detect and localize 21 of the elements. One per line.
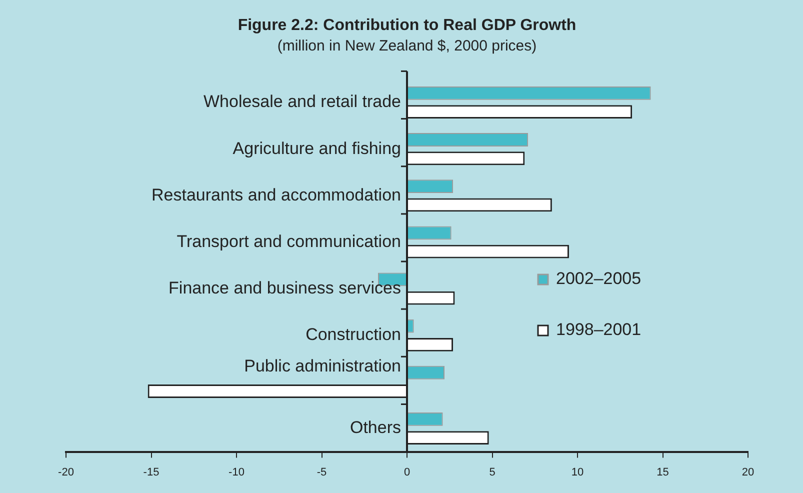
chart-title: Figure 2.2: Contribution to Real GDP Growth <box>238 17 576 34</box>
x-tick-label: -15 <box>143 466 160 478</box>
y-tick-label: Wholesale and retail trade <box>203 92 401 112</box>
x-tick-label: 15 <box>656 466 669 478</box>
legend-label: 2002–2005 <box>556 269 642 288</box>
x-tick-label: -20 <box>58 466 74 478</box>
y-tick-label: Agriculture and fishing <box>232 138 401 158</box>
y-tick-label: Construction <box>306 325 401 344</box>
y-tick-label: Finance and business services <box>168 278 401 298</box>
y-tick-label: Transport and communication <box>176 232 401 251</box>
x-tick-label: -10 <box>228 466 244 478</box>
y-tick-label: Restaurants and accommodation <box>152 185 401 204</box>
x-tick-label: 10 <box>571 466 584 478</box>
y-tick-label: Others <box>350 418 401 438</box>
x-tick-label: 20 <box>742 466 754 478</box>
chart-subtitle: (million in New Zealand $, 2000 prices) <box>277 37 537 54</box>
legend-label: 1998–2001 <box>556 320 642 340</box>
x-tick-label: 5 <box>489 466 496 478</box>
x-tick-label: 0 <box>404 466 410 478</box>
y-tick-label: Public administration <box>244 356 401 376</box>
x-tick-label: -5 <box>316 466 327 478</box>
